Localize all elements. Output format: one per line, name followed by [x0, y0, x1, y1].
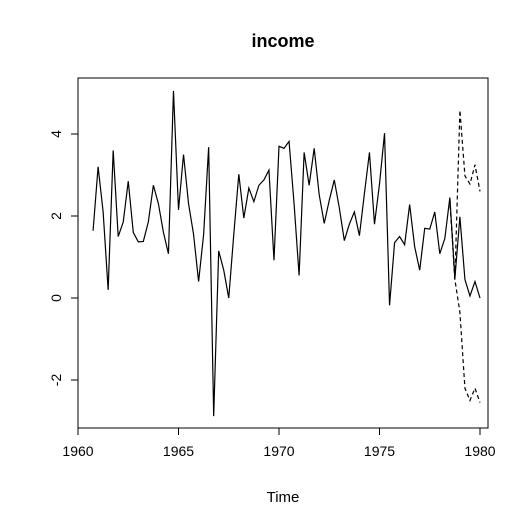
income-series-line [92, 90, 481, 417]
x-tick-label: 1965 [163, 443, 194, 459]
x-tick-label: 1980 [464, 443, 495, 459]
y-tick-label: -2 [48, 374, 64, 387]
series-layer [92, 90, 481, 417]
y-tick-label: 2 [48, 212, 64, 220]
forecast-bound-line-2 [449, 198, 481, 403]
forecast-bound-line-1 [449, 110, 481, 280]
x-tick-label: 1960 [62, 443, 93, 459]
x-tick-label: 1970 [263, 443, 294, 459]
y-axis: -2 0 2 4 [48, 130, 79, 387]
x-axis: 1960 1965 1970 1975 1980 [62, 427, 496, 459]
chart-title: income [251, 31, 314, 51]
y-tick-label: 4 [48, 130, 64, 138]
x-axis-label: Time [267, 489, 300, 506]
y-tick-label: 0 [48, 294, 64, 302]
plot-frame [77, 77, 489, 429]
x-tick-label: 1975 [364, 443, 395, 459]
